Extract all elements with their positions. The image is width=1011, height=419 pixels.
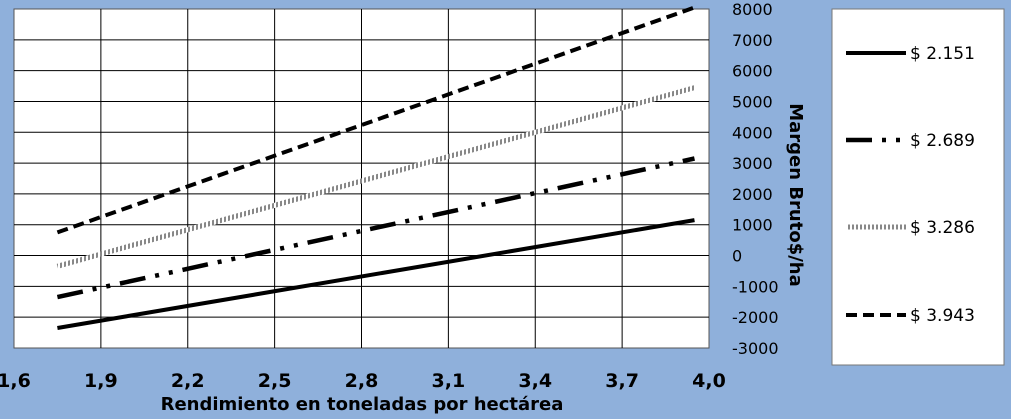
- y-tick-label: -1000: [732, 277, 779, 296]
- y-axis-label: Margen Bruto$/ha: [785, 103, 806, 287]
- y-tick-label: 5000: [732, 92, 773, 111]
- x-axis-ticks: 1,6 1,9 2,2 2,5 2,8 3,1 3,4 3,7 4,0: [0, 370, 726, 392]
- legend-label: $ 2.151: [910, 44, 975, 64]
- y-tick-label: -3000: [732, 339, 779, 358]
- x-tick-label: 2,8: [345, 370, 379, 392]
- legend-label: $ 3.943: [910, 306, 975, 326]
- y-tick-label: 6000: [732, 62, 773, 81]
- x-tick-label: 1,6: [0, 370, 31, 392]
- grid: [14, 9, 709, 348]
- x-tick-label: 2,2: [171, 370, 205, 392]
- series-line-2: [56, 156, 695, 300]
- y-axis-ticks: 8000 7000 6000 5000 4000 3000 2000 1000 0 -1000 -2…: [732, 0, 779, 358]
- x-tick-label: 3,4: [518, 370, 552, 392]
- x-tick-label: 2,5: [258, 370, 292, 392]
- x-tick-label: 3,7: [605, 370, 639, 392]
- legend: $ 2.151 $ 2.689 $ 3.286 $ 3.943: [846, 44, 975, 326]
- y-tick-label: 3000: [732, 154, 773, 173]
- legend-label: $ 3.286: [910, 218, 975, 238]
- x-tick-label: 4,0: [692, 370, 726, 392]
- series-line-3: [56, 85, 696, 269]
- x-axis-label: Rendimiento en toneladas por hectárea: [161, 394, 564, 415]
- legend-label: $ 2.689: [910, 131, 975, 151]
- series-line-4: [56, 5, 696, 235]
- series-lines: [56, 5, 696, 330]
- y-tick-label: 8000: [732, 0, 773, 19]
- x-tick-label: 1,9: [84, 370, 118, 392]
- y-tick-label: 4000: [732, 123, 773, 142]
- legend-box: [831, 8, 1005, 366]
- series-line-1: [57, 218, 695, 330]
- y-tick-label: 1000: [732, 216, 773, 235]
- y-tick-label: 0: [732, 247, 742, 266]
- y-tick-label: -2000: [732, 308, 779, 327]
- y-tick-label: 7000: [732, 31, 773, 50]
- x-tick-label: 3,1: [432, 370, 466, 392]
- y-tick-label: 2000: [732, 185, 773, 204]
